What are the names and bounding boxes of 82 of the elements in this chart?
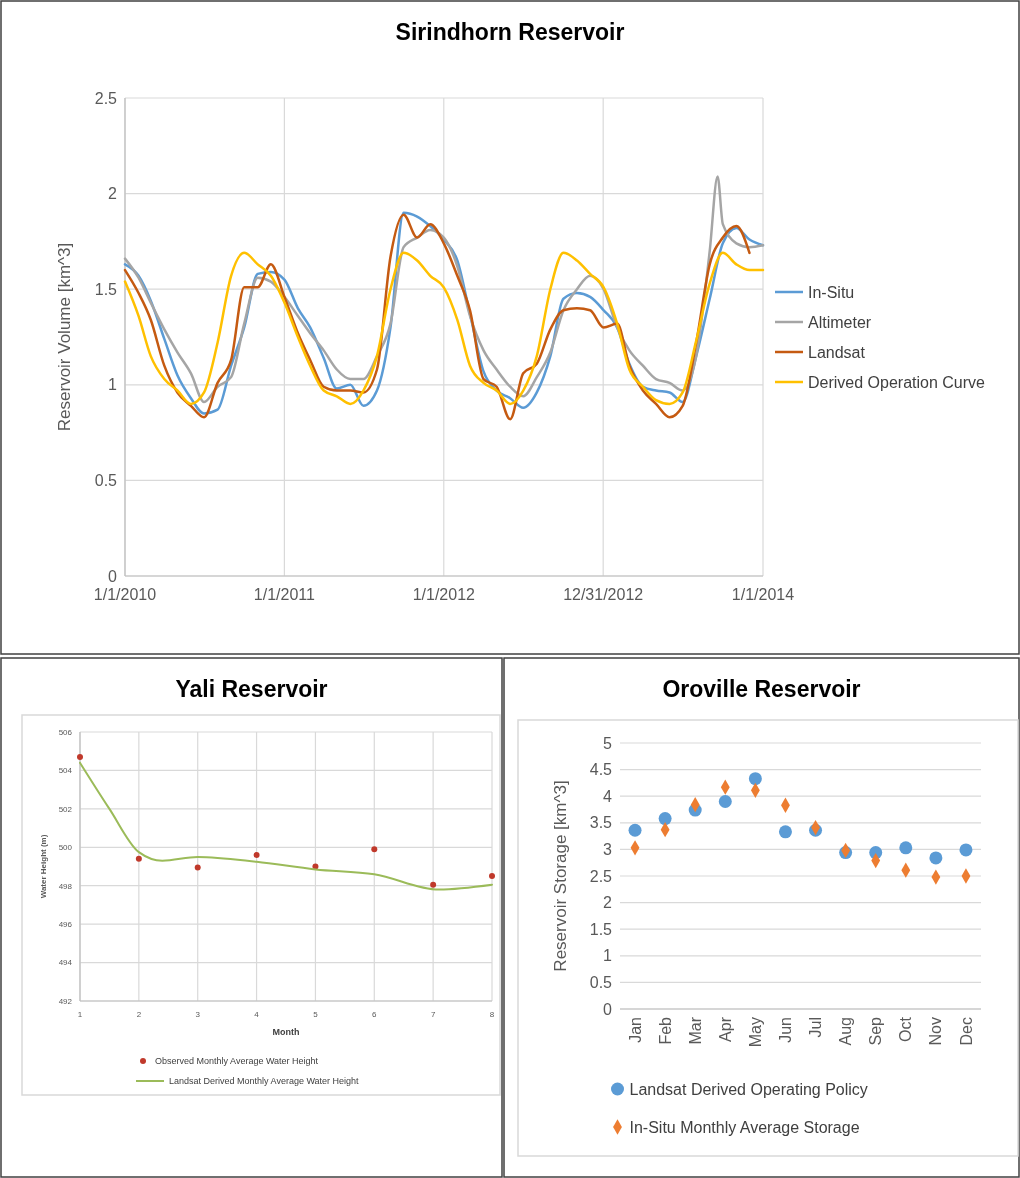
x-tick-label: 12/31/2012: [563, 586, 644, 603]
x-tick-label: Oct: [897, 1016, 915, 1042]
x-tick-label: Dec: [957, 1017, 975, 1046]
point: [253, 851, 260, 858]
x-tick-label: Nov: [927, 1017, 945, 1046]
point: [430, 881, 437, 888]
y-tick-label: 1: [108, 376, 118, 394]
chart-title: Yali Reservoir: [175, 676, 328, 702]
y-tick-label: 4: [603, 787, 613, 805]
y-tick-label: 1.5: [94, 280, 118, 298]
y-tick-label: 502: [58, 804, 73, 814]
point: [718, 795, 732, 809]
chart-title: Oroville Reservoir: [662, 676, 861, 702]
legend-label: Observed Monthly Average Water Height: [155, 1056, 319, 1067]
chart-title: Sirindhorn Reservoir: [395, 19, 625, 45]
x-tick-label: 1/1/2010: [93, 586, 157, 603]
x-axis-title: Month: [272, 1026, 300, 1037]
point: [628, 823, 642, 837]
y-tick-label: 494: [58, 958, 73, 968]
y-tick-label: 1: [603, 947, 613, 965]
legend-label: Altimeter: [808, 313, 872, 331]
x-tick-label: Aug: [837, 1017, 855, 1046]
x-tick-label: Jul: [807, 1017, 825, 1038]
y-tick-label: 3.5: [589, 814, 613, 832]
y-tick-label: 492: [58, 996, 73, 1006]
legend-label: Derived Operation Curve: [808, 373, 986, 391]
y-tick-label: 0: [108, 567, 118, 585]
y-tick-label: 5: [603, 734, 613, 752]
point: [929, 851, 943, 865]
x-tick-label: 8: [489, 1010, 495, 1019]
x-tick-label: 7: [430, 1010, 436, 1019]
legend-label: In-Situ: [808, 283, 855, 301]
x-tick-label: 1: [77, 1010, 83, 1019]
y-tick-label: 2.5: [589, 867, 613, 885]
y-tick-label: 500: [58, 843, 73, 853]
point: [489, 873, 495, 880]
point: [778, 825, 792, 839]
point: [194, 864, 201, 871]
y-axis-title: Reservoir Volume [km^3]: [55, 242, 74, 432]
y-tick-label: 504: [58, 766, 73, 776]
point: [959, 843, 973, 857]
y-tick-label: 0: [603, 1000, 613, 1018]
x-tick-label: 1/1/2014: [731, 586, 795, 603]
y-tick-label: 498: [58, 881, 73, 891]
x-tick-label: 6: [372, 1010, 378, 1019]
x-tick-label: 1/1/2012: [412, 586, 476, 603]
legend-label: Landsat Derived Monthly Average Water Height: [169, 1076, 360, 1087]
line-series: [79, 761, 493, 891]
y-tick-label: 506: [58, 727, 73, 737]
point: [371, 846, 378, 853]
x-tick-label: Apr: [716, 1016, 734, 1042]
x-tick-label: 5: [313, 1010, 319, 1019]
y-tick-label: 2: [108, 185, 118, 203]
x-tick-label: Jan: [626, 1017, 644, 1043]
y-tick-label: 4.5: [589, 761, 613, 779]
x-tick-label: 2: [136, 1010, 142, 1019]
line-series: [123, 251, 765, 406]
legend-label: Landsat Derived Operating Policy: [629, 1080, 868, 1098]
point: [748, 772, 762, 786]
x-tick-label: May: [746, 1017, 764, 1048]
y-tick-label: 2: [603, 894, 613, 912]
y-tick-label: 0.5: [94, 472, 118, 489]
x-tick-label: 1/1/2011: [253, 586, 316, 603]
y-axis-title: Water Height (m): [39, 834, 48, 899]
legend-label: Landsat: [808, 343, 866, 361]
y-tick-label: 0.5: [589, 974, 613, 991]
point: [899, 841, 913, 855]
y-tick-label: 3: [603, 841, 613, 858]
point: [77, 753, 83, 760]
x-tick-label: 4: [254, 1010, 260, 1019]
point: [658, 812, 672, 826]
x-tick-label: Mar: [686, 1016, 704, 1045]
legend-label: In-Situ Monthly Average Storage: [629, 1118, 860, 1136]
y-tick-label: 1.5: [589, 920, 613, 938]
y-tick-label: 2.5: [94, 89, 118, 107]
x-tick-label: Feb: [656, 1016, 674, 1045]
point: [135, 855, 142, 862]
y-axis-title: Reservoir Storage [km^3]: [551, 780, 570, 972]
x-tick-label: Sep: [867, 1016, 885, 1046]
x-tick-label: Jun: [777, 1017, 795, 1043]
y-tick-label: 496: [58, 919, 73, 929]
x-tick-label: 3: [195, 1010, 201, 1019]
